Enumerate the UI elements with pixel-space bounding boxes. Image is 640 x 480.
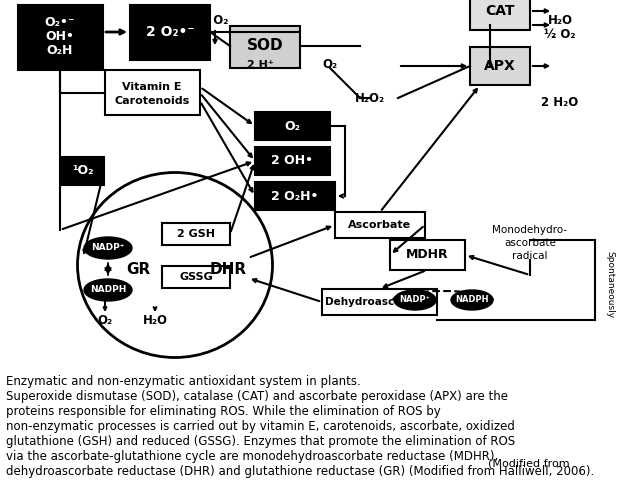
Bar	[470, 0, 530, 30]
Text: Dehydroascorbate: Dehydroascorbate	[325, 297, 433, 307]
FancyBboxPatch shape	[130, 5, 210, 60]
Text: ascorbate: ascorbate	[504, 238, 556, 248]
Text: Vitamin E: Vitamin E	[122, 82, 182, 92]
Text: DHR: DHR	[209, 263, 246, 277]
Ellipse shape	[77, 172, 273, 358]
Text: NADP⁺: NADP⁺	[399, 296, 431, 304]
Text: O₂H: O₂H	[47, 44, 73, 57]
Bar	[390, 240, 465, 270]
Text: CAT: CAT	[485, 4, 515, 18]
Bar	[335, 212, 425, 238]
Text: H₂O: H₂O	[547, 13, 573, 26]
Text: APX: APX	[484, 59, 516, 73]
Ellipse shape	[84, 237, 132, 259]
FancyBboxPatch shape	[62, 157, 104, 185]
Text: 2 O₂•⁻: 2 O₂•⁻	[146, 25, 195, 39]
Text: 2 O₂H•: 2 O₂H•	[271, 190, 319, 203]
Text: O₂: O₂	[284, 120, 300, 132]
Text: H₂O₂: H₂O₂	[355, 92, 385, 105]
Text: 2 H⁺: 2 H⁺	[246, 60, 273, 70]
Text: O₂: O₂	[323, 59, 337, 72]
Bar	[105, 70, 200, 115]
Text: 2 OH•: 2 OH•	[271, 155, 313, 168]
Ellipse shape	[451, 290, 493, 310]
Text: Ascorbate: Ascorbate	[348, 220, 412, 230]
Text: 2 GSH: 2 GSH	[177, 229, 215, 239]
Text: (Modified from: (Modified from	[488, 459, 573, 469]
Text: GSSG: GSSG	[179, 272, 213, 282]
Text: NADP⁺: NADP⁺	[92, 243, 125, 252]
Text: H₂O: H₂O	[143, 313, 168, 326]
Text: ¹O₂: ¹O₂	[72, 165, 93, 178]
Text: O₂•⁻: O₂•⁻	[45, 16, 76, 29]
FancyBboxPatch shape	[255, 147, 330, 175]
Ellipse shape	[394, 290, 436, 310]
Text: radical: radical	[512, 251, 548, 261]
Text: NADPH: NADPH	[90, 286, 126, 295]
Text: OH•: OH•	[45, 31, 74, 44]
Text: Enzymatic and non-enzymatic antioxidant system in plants.
Superoxide dismutase (: Enzymatic and non-enzymatic antioxidant …	[6, 374, 595, 478]
Ellipse shape	[84, 279, 132, 301]
Text: SOD: SOD	[246, 38, 284, 53]
Text: Spontaneously: Spontaneously	[605, 252, 614, 319]
Bar	[322, 289, 437, 315]
Text: Carotenoids: Carotenoids	[115, 96, 189, 106]
Bar	[162, 266, 230, 288]
Text: 2 H₂O: 2 H₂O	[541, 96, 579, 109]
Text: 2 O₂: 2 O₂	[202, 13, 228, 26]
Bar	[470, 47, 530, 85]
FancyBboxPatch shape	[255, 112, 330, 140]
FancyBboxPatch shape	[18, 5, 103, 70]
Text: GR: GR	[126, 263, 150, 277]
Text: NADPH: NADPH	[455, 296, 489, 304]
Text: ½ O₂: ½ O₂	[544, 28, 576, 41]
Text: O₂: O₂	[97, 313, 113, 326]
Bar	[230, 26, 300, 68]
FancyBboxPatch shape	[255, 182, 335, 210]
Bar	[162, 223, 230, 245]
Text: Monodehydro-: Monodehydro-	[492, 225, 568, 235]
Text: MDHR: MDHR	[406, 249, 448, 262]
